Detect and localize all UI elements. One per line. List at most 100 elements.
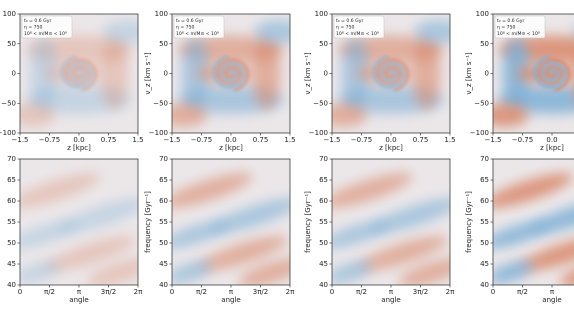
y-tick-label: 100 [3, 10, 16, 18]
y-tick-label: −100 [309, 129, 328, 137]
heatmap-texture [493, 103, 529, 128]
heatmap-texture [172, 220, 230, 249]
x-axis-label: z [kpc] [219, 144, 243, 152]
x-tick-label: 0.0 [225, 136, 236, 144]
x-tick-label: 1.5 [284, 136, 295, 144]
y-axis-label: frequency [Gyr⁻¹] [465, 191, 473, 253]
spiral-texture [537, 58, 571, 92]
y-tick-label: 40 [480, 281, 489, 289]
x-tick-label: 0.75 [253, 136, 269, 144]
x-axis-label: angle [221, 296, 240, 304]
y-tick-label: −50 [153, 99, 168, 107]
x-tick-label: 2π [286, 288, 295, 296]
heatmap-texture [493, 220, 551, 249]
y-tick-label: 70 [480, 155, 489, 163]
x-tick-label: 1.5 [444, 136, 455, 144]
heatmap-texture [493, 261, 534, 284]
y-tick-label: 50 [159, 40, 168, 48]
y-axis-label: v_z [km s⁻¹] [144, 52, 152, 95]
heatmap-texture [254, 19, 290, 44]
x-tick-label: 2π [134, 288, 143, 296]
y-tick-label: −100 [470, 129, 489, 137]
y-tick-label: 55 [480, 218, 489, 226]
y-axis-label: v_z [km s⁻¹] [465, 52, 473, 95]
y-tick-label: −50 [474, 99, 489, 107]
x-axis-label: angle [542, 296, 561, 304]
x-tick-label: −0.75 [512, 136, 533, 144]
heatmap-texture [412, 37, 441, 110]
y-tick-label: 45 [480, 260, 489, 268]
annotation: 10⁸ < m/M⊙ < 10⁹ [497, 31, 540, 37]
y-tick-label: 70 [7, 155, 16, 163]
annotation: η = 750 [24, 25, 43, 31]
heatmap [332, 14, 450, 133]
y-tick-label: 60 [480, 197, 489, 205]
y-tick-label: 45 [7, 260, 16, 268]
x-tick-label: 0.0 [73, 136, 84, 144]
x-tick-label: 0 [491, 288, 495, 296]
heatmap [332, 159, 450, 285]
heatmap-texture [20, 173, 101, 208]
y-tick-label: 50 [7, 239, 16, 247]
spiral-texture [376, 58, 410, 92]
x-tick-label: π/2 [196, 288, 207, 296]
heatmap [172, 14, 290, 133]
y-tick-label: 100 [155, 10, 168, 18]
heatmap-texture [20, 220, 78, 249]
y-tick-label: 55 [7, 218, 16, 226]
x-axis-label: angle [381, 296, 400, 304]
y-tick-label: 0 [324, 70, 328, 78]
x-tick-label: 0 [18, 288, 22, 296]
y-tick-label: 65 [480, 176, 489, 184]
x-axis-label: z [kpc] [379, 144, 403, 152]
heatmap-texture [332, 261, 373, 284]
annotation: t₀ = 0.6 Gyr [336, 18, 363, 24]
spiral-texture [533, 55, 567, 89]
x-tick-label: −1.5 [485, 136, 502, 144]
heatmap-texture [45, 236, 136, 271]
y-tick-label: 50 [480, 40, 489, 48]
y-tick-label: 55 [319, 218, 328, 226]
x-tick-label: 0.0 [546, 136, 557, 144]
x-tick-label: π [550, 288, 555, 296]
y-tick-label: 40 [319, 281, 328, 289]
spiral-texture [64, 58, 98, 92]
annotation: η = 750 [497, 25, 516, 31]
y-tick-label: 65 [159, 176, 168, 184]
heatmap-texture [398, 257, 450, 285]
y-tick-label: 50 [480, 239, 489, 247]
y-tick-label: 100 [315, 10, 328, 18]
y-axis-label: frequency [Gyr⁻¹] [144, 191, 152, 253]
x-tick-label: π/2 [517, 288, 528, 296]
x-axis-label: angle [69, 296, 88, 304]
annotation: t₀ = 0.6 Gyr [24, 18, 51, 24]
annotation: t₀ = 0.6 Gyr [497, 18, 524, 24]
y-tick-label: 45 [319, 260, 328, 268]
x-axis-label: z [kpc] [67, 144, 91, 152]
x-tick-label: 0 [330, 288, 334, 296]
x-tick-label: −1.5 [164, 136, 181, 144]
heatmap-texture [357, 236, 448, 271]
spiral-texture [212, 55, 246, 89]
x-tick-label: 3π/2 [253, 288, 268, 296]
spiral-texture [372, 55, 406, 89]
heatmap-texture [238, 257, 290, 285]
y-tick-label: 0 [12, 70, 16, 78]
y-tick-label: 70 [159, 155, 168, 163]
heatmap-texture [414, 19, 450, 44]
y-tick-label: 100 [476, 10, 489, 18]
heatmap [493, 14, 574, 133]
annotation: 10⁸ < m/M⊙ < 10⁹ [336, 31, 379, 37]
annotation-box [494, 15, 546, 39]
annotation-box [21, 15, 73, 39]
y-tick-label: 40 [159, 281, 168, 289]
spiral-texture [216, 58, 250, 92]
x-tick-label: π [77, 288, 82, 296]
heatmap-texture [332, 220, 390, 249]
y-tick-label: 0 [485, 70, 489, 78]
y-tick-label: 40 [7, 281, 16, 289]
x-tick-label: 0.0 [385, 136, 396, 144]
annotation: η = 750 [336, 25, 355, 31]
y-tick-label: −100 [0, 129, 16, 137]
